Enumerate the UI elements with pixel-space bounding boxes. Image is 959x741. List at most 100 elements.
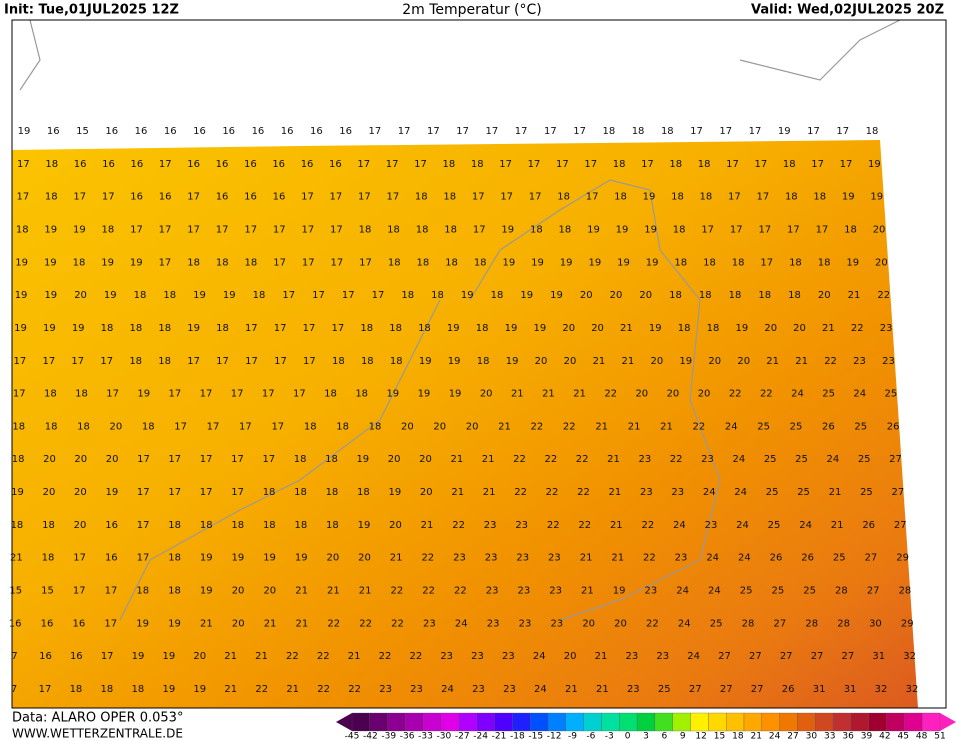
temperature-value: 24	[736, 520, 749, 531]
temperature-value: 17	[312, 290, 325, 301]
temperature-value: 21	[255, 651, 268, 662]
temperature-value: 22	[544, 454, 557, 465]
temperature-value: 23	[626, 651, 639, 662]
colorbar-label: 21	[751, 732, 762, 741]
temperature-value: 16	[105, 126, 118, 137]
temperature-value: 25	[757, 421, 770, 432]
temperature-value: 16	[102, 159, 115, 170]
temperature-value: 22	[851, 323, 864, 334]
temperature-value: 21	[542, 389, 555, 400]
colorbar-label: -18	[510, 732, 525, 741]
temperature-value: 16	[216, 159, 229, 170]
temperature-value: 17	[137, 454, 150, 465]
temperature-value: 17	[200, 389, 213, 400]
temperature-value: 17	[207, 421, 220, 432]
temperature-value: 24	[826, 454, 839, 465]
temperature-value: 22	[760, 389, 773, 400]
temperature-value: 18	[263, 520, 276, 531]
temperature-value: 18	[443, 159, 456, 170]
temperature-value: 21	[359, 586, 372, 597]
temperature-value: 17	[42, 356, 55, 367]
valid-label: Valid: Wed,02JUL2025 20Z	[751, 3, 944, 18]
temperature-value: 20	[582, 618, 595, 629]
temperature-value: 18	[401, 290, 414, 301]
temperature-value: 17	[544, 126, 557, 137]
temperature-value: 16	[39, 651, 52, 662]
colorbar-label: -9	[568, 732, 577, 741]
colorbar-label: -39	[381, 732, 396, 741]
temperature-value: 27	[718, 651, 731, 662]
temperature-value: 20	[74, 454, 87, 465]
colorbar-box	[904, 712, 923, 732]
temperature-value: 19	[132, 651, 145, 662]
colorbar-label: 0	[625, 732, 631, 741]
colorbar-label: 48	[916, 732, 928, 741]
temperature-value: 19	[136, 618, 149, 629]
temperature-value: 21	[595, 651, 608, 662]
temperature-value: 18	[678, 323, 691, 334]
temperature-value: 16	[187, 159, 200, 170]
temperature-value: 28	[837, 618, 850, 629]
temperature-value: 19	[223, 290, 236, 301]
temperature-value: 15	[41, 586, 54, 597]
temperature-value: 20	[793, 323, 806, 334]
temperature-value: 17	[301, 224, 314, 235]
temperature-value: 17	[330, 192, 343, 203]
temperature-value: 16	[159, 192, 172, 203]
temperature-value: 24	[706, 553, 719, 564]
temperature-value: 16	[329, 159, 342, 170]
colorbar-box	[387, 712, 406, 732]
temperature-value: 18	[785, 192, 798, 203]
colorbar-box	[726, 712, 745, 732]
temperature-value: 18	[491, 290, 504, 301]
temperature-value: 17	[755, 159, 768, 170]
temperature-value: 25	[884, 389, 897, 400]
temperature-value: 22	[576, 454, 589, 465]
colorbar-label: 36	[842, 732, 854, 741]
temperature-value: 19	[842, 192, 855, 203]
temperature-value: 18	[699, 290, 712, 301]
temperature-value: 17	[274, 356, 287, 367]
temperature-value: 19	[643, 192, 656, 203]
temperature-value: 22	[286, 651, 299, 662]
colorbar-box	[636, 712, 656, 732]
site-url: WWW.WETTERZENTRALE.DE	[12, 727, 183, 741]
temperature-value: 21	[766, 356, 779, 367]
temperature-value: 18	[77, 421, 90, 432]
temperature-value: 19	[11, 487, 24, 498]
temperature-value: 25	[764, 454, 777, 465]
temperature-value: 22	[348, 684, 361, 695]
temperature-value: 17	[369, 126, 382, 137]
temperature-value: 18	[387, 224, 400, 235]
temperature-value: 17	[168, 487, 181, 498]
colorbar-label: 18	[732, 732, 744, 741]
temperature-value: 19	[200, 586, 213, 597]
temperature-value: 23	[423, 618, 436, 629]
temperature-value: 18	[136, 586, 149, 597]
temperature-value: 29	[896, 553, 909, 564]
temperature-value: 18	[390, 356, 403, 367]
map-title: 2m Temperatur (°C)	[402, 2, 542, 18]
temperature-value: 17	[730, 224, 743, 235]
temperature-value: 19	[550, 290, 563, 301]
temperature-value: 19	[15, 257, 28, 268]
temperature-value: 27	[689, 684, 702, 695]
temperature-value: 17	[105, 586, 118, 597]
temperature-value: 17	[137, 553, 150, 564]
temperature-value: 21	[593, 356, 606, 367]
temperature-value: 18	[163, 290, 176, 301]
colorbar-box	[440, 712, 460, 732]
temperature-value: 17	[130, 224, 143, 235]
temperature-value: 21	[511, 389, 524, 400]
temperature-value: 21	[348, 651, 361, 662]
colorbar-box	[512, 712, 531, 732]
temperature-value: 17	[200, 487, 213, 498]
colorbar-box	[476, 712, 495, 732]
temperature-value: 19	[200, 553, 213, 564]
temperature-value: 19	[501, 224, 514, 235]
temperature-value: 16	[73, 618, 86, 629]
colorbar-box	[458, 712, 477, 732]
temperature-value: 27	[780, 651, 793, 662]
temperature-value: 18	[326, 520, 339, 531]
temperature-value: 17	[274, 323, 287, 334]
